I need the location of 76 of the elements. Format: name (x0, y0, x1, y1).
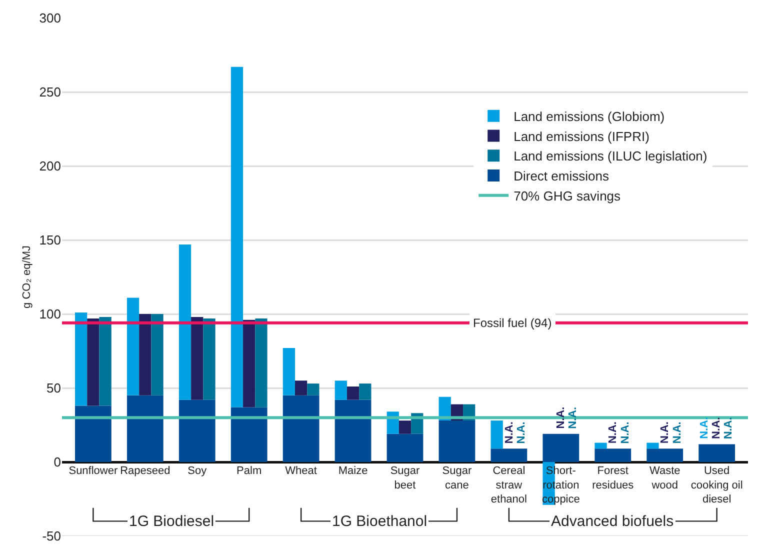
ref-line-label: Fossil fuel (94) (473, 316, 552, 330)
bar (334, 400, 372, 462)
text: N.A. (698, 416, 710, 439)
text: N.A. (659, 422, 672, 444)
bar (178, 244, 192, 400)
bar (359, 384, 372, 400)
text: N.A. (710, 417, 723, 440)
bar (698, 444, 736, 462)
legend-label: Land emissions (ILUC legislation) (514, 148, 708, 164)
bar (139, 314, 152, 396)
legend-label: Land emissions (IFPRI) (514, 128, 650, 144)
bar (346, 386, 360, 400)
bar (230, 407, 268, 462)
text: N.A. (619, 422, 632, 444)
y-tick-label: 100 (39, 306, 61, 322)
bar (646, 442, 659, 449)
y-tick-label: -50 (42, 528, 61, 544)
x-tick-label: Maize (338, 465, 368, 477)
bar (191, 316, 204, 400)
text: N.A. (671, 422, 684, 444)
bar (398, 420, 412, 434)
text: N.A. (607, 422, 620, 444)
x-tick-label: Wheat (285, 465, 317, 477)
bar (87, 318, 100, 406)
bar (74, 312, 88, 406)
text: N.A. (555, 406, 568, 429)
bar (594, 442, 607, 449)
x-tick-label: Soy (188, 465, 208, 477)
legend-label: Direct emissions (514, 168, 610, 184)
y-tick-label: 200 (39, 158, 61, 174)
bar (151, 314, 164, 396)
bar (594, 448, 632, 462)
bar (230, 66, 244, 408)
y-tick-label: 300 (39, 10, 61, 26)
bar (490, 448, 528, 462)
bar (386, 434, 424, 462)
bar (178, 400, 216, 462)
legend-label: 70% GHG savings (514, 188, 622, 204)
bar (295, 380, 308, 396)
bar (255, 318, 268, 408)
bar (99, 316, 112, 406)
x-tick-label: Sunflower (68, 465, 118, 477)
bar (243, 320, 256, 408)
annotation: 1G Bioethanol (332, 513, 428, 530)
text: N.A. (567, 406, 580, 429)
y-tick-label: 250 (39, 84, 61, 100)
bar (282, 348, 295, 396)
annotation: Advanced biofuels (551, 513, 674, 530)
bar (490, 420, 503, 449)
bar (334, 380, 347, 400)
bar (307, 384, 320, 396)
bar (282, 395, 320, 462)
y-axis-title: g CO₂ eq/MJ (20, 246, 33, 308)
x-tick-label: Palm (236, 465, 262, 477)
text: N.A. (503, 422, 516, 444)
y-tick-label: 0 (54, 454, 61, 470)
x-tick-label: Used cooking oil diesel (690, 465, 743, 506)
x-tick-label: Cereal straw ethanol (490, 465, 527, 506)
bar (126, 298, 140, 396)
bar (438, 420, 476, 462)
legend-label: Land emissions (Globiom) (514, 108, 665, 124)
x-tick-label: Forest residues (592, 465, 634, 492)
x-tick-label: Waste wood (649, 465, 680, 492)
bar (126, 395, 164, 462)
annotation: 1G Biodiesel (129, 513, 214, 530)
text: N.A. (722, 417, 735, 440)
x-tick-label: Sugar cane (442, 465, 472, 492)
bar (203, 318, 216, 400)
bar (542, 434, 580, 462)
bar (646, 448, 684, 462)
x-tick-label: Sugar beet (390, 465, 420, 492)
y-tick-label: 150 (39, 232, 61, 248)
text: N.A. (515, 422, 528, 444)
y-tick-label: 50 (46, 380, 61, 396)
bar (74, 406, 112, 462)
x-tick-label: Rapeseed (120, 465, 170, 477)
